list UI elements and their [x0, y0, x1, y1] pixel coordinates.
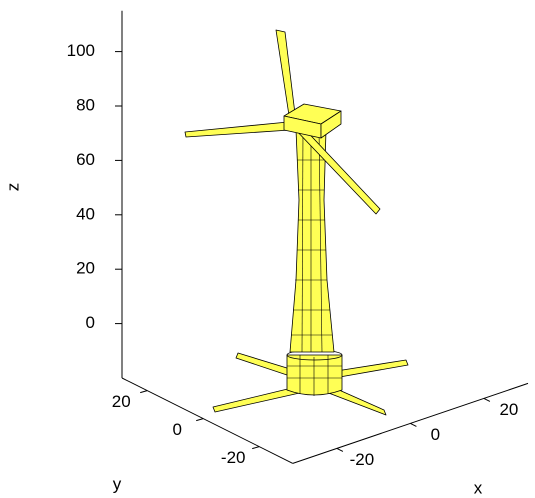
turbine-surface: [185, 30, 408, 415]
y-tick-label: -20: [221, 448, 246, 467]
x-tick-label: 0: [431, 425, 440, 444]
y-tick-label: 20: [112, 392, 131, 411]
x-tick-label: -20: [350, 450, 375, 469]
z-tick-label: 80: [76, 95, 95, 114]
z-tick-label: 60: [76, 150, 95, 169]
z-tick-label: 20: [76, 259, 95, 278]
axis-line: [122, 378, 293, 463]
blade: [185, 122, 290, 137]
x-tick: [484, 398, 490, 401]
blade: [276, 30, 296, 122]
x-axis-label: x: [474, 478, 483, 497]
x-tick-label: 20: [499, 400, 518, 419]
y-tick-label: 0: [172, 420, 181, 439]
y-axis-label: y: [113, 474, 122, 493]
x-tick: [410, 423, 416, 426]
z-tick-label: 100: [67, 41, 95, 60]
z-tick-label: 0: [86, 313, 95, 332]
z-tick-label: 40: [76, 204, 95, 223]
chart: z y x 0 20 40 60 80 100 -20 0 20 -20 0 20: [0, 0, 535, 498]
y-tick: [196, 419, 203, 421]
x-tick: [337, 448, 343, 451]
y-tick: [252, 447, 259, 449]
y-tick: [140, 391, 147, 393]
base: [287, 355, 342, 395]
z-axis-label: z: [3, 183, 22, 192]
